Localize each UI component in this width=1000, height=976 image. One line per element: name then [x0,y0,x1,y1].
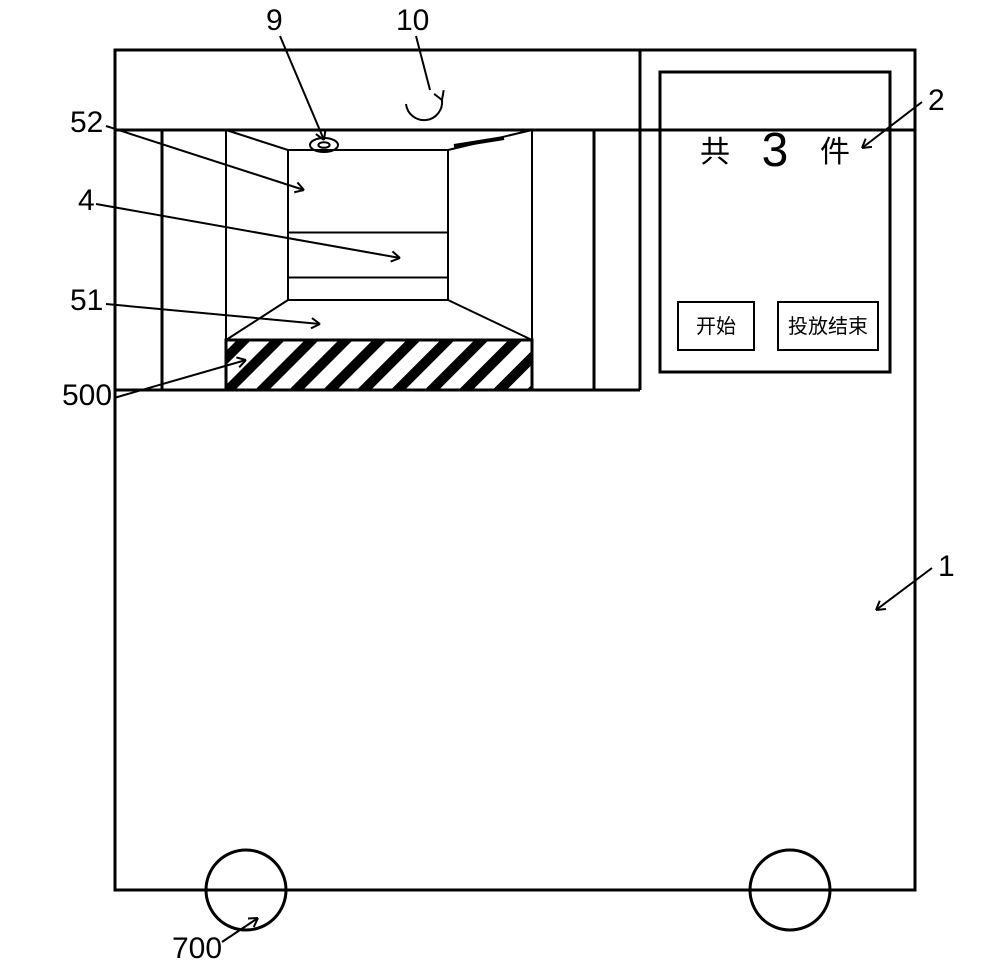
start-button-label: 开始 [696,315,736,338]
label-51: 51 [70,284,103,317]
label-9: 9 [266,4,283,37]
leader-4 [96,204,400,258]
arrow-tip [391,258,400,262]
arrow-tip [311,324,320,328]
opening-left-panel [162,130,226,390]
arrow-tip [324,130,325,140]
leader-9 [280,36,324,140]
label-4: 4 [78,184,95,217]
arrow-tip [434,94,442,100]
leader-52 [106,126,304,190]
camera-inner-icon [318,142,329,148]
leader-1 [876,568,932,610]
arrow-tip [442,90,444,100]
arrow-tip [294,190,304,192]
label-500: 500 [62,379,112,412]
cabinet-body [115,50,915,890]
arrow-tip [876,609,886,610]
leader-2 [862,102,922,148]
persp-tl [226,130,288,150]
label-2: 2 [928,84,945,117]
count-prefix: 共 [700,136,730,169]
slot-right [454,138,504,146]
persp-br [448,300,532,340]
leader-10-stem [416,36,430,90]
hatched-sill [226,340,532,390]
count-suffix: 件 [820,136,850,169]
label-700: 700 [172,932,222,965]
count-value: 3 [762,124,789,177]
leader-51 [106,304,320,324]
leader-10-arc [406,100,442,120]
label-10: 10 [396,4,429,37]
label-1: 1 [938,550,955,583]
end-button-label: 投放结束 [788,315,868,338]
opening-right-panel [532,130,594,390]
label-52: 52 [70,106,103,139]
arrow-tip [862,147,872,148]
